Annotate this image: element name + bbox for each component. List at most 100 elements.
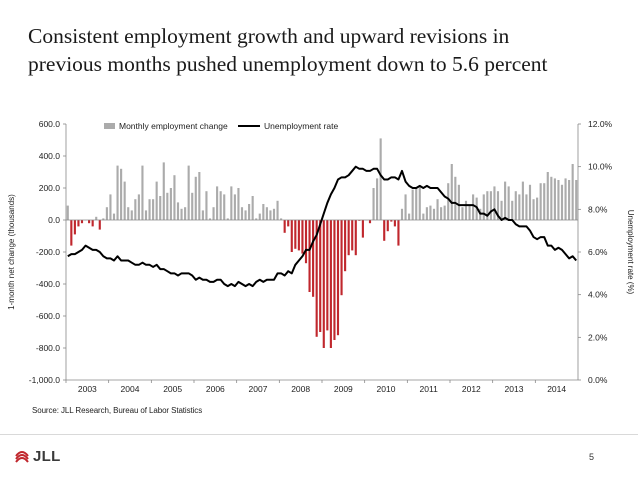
x-tick-label: 2003 xyxy=(78,384,97,394)
bar-68 xyxy=(304,220,308,264)
bar-137 xyxy=(550,176,553,220)
bar-41 xyxy=(208,218,212,220)
bar-34 xyxy=(184,207,187,220)
bar-14 xyxy=(112,213,116,220)
bar-37 xyxy=(194,176,197,220)
bar-54 xyxy=(255,218,258,220)
right-tick-label: 2.0% xyxy=(588,332,608,342)
x-tick-label: 2006 xyxy=(206,384,225,394)
bar-12 xyxy=(105,207,108,220)
bar-112 xyxy=(461,207,464,220)
bar-27 xyxy=(159,196,162,220)
bar-53 xyxy=(251,196,254,220)
bar-43 xyxy=(216,186,219,220)
bar-3 xyxy=(73,220,76,235)
bar-56 xyxy=(262,204,265,220)
left-tick-label: 200.0 xyxy=(39,183,61,193)
bar-9 xyxy=(95,216,98,220)
bar-11 xyxy=(102,218,105,220)
bar-106 xyxy=(440,207,443,220)
bar-48 xyxy=(233,194,236,220)
bar-72 xyxy=(319,220,322,332)
left-tick-label: -600.0 xyxy=(36,311,60,321)
right-tick-label: 6.0% xyxy=(588,247,608,257)
bar-97 xyxy=(408,213,411,220)
bar-81 xyxy=(351,220,354,251)
unemployment-rate-line xyxy=(67,165,577,288)
logo-text: JLL xyxy=(33,447,61,465)
bar-47 xyxy=(230,186,233,220)
x-tick-label: 2007 xyxy=(249,384,268,394)
bar-26 xyxy=(155,181,158,220)
bar-33 xyxy=(180,208,183,220)
bar-101 xyxy=(422,213,425,220)
bar-62 xyxy=(283,220,286,233)
bar-95 xyxy=(400,208,404,220)
bar-133 xyxy=(536,197,539,220)
bar-144 xyxy=(575,180,578,220)
x-tick-label: 2012 xyxy=(462,384,481,394)
legend-bar-label: Monthly employment change xyxy=(119,121,228,131)
bar-122 xyxy=(496,191,500,220)
bar-57 xyxy=(265,207,268,220)
bar-20 xyxy=(134,199,137,220)
bar-76 xyxy=(333,220,336,340)
bar-series xyxy=(66,138,578,348)
left-tick-label: 400.0 xyxy=(39,151,61,161)
bar-2 xyxy=(70,220,73,246)
bar-90 xyxy=(383,220,386,241)
bar-65 xyxy=(294,220,297,249)
bar-80 xyxy=(347,220,350,256)
bar-10 xyxy=(98,220,101,230)
bar-70 xyxy=(312,220,315,297)
bar-13 xyxy=(109,194,112,220)
bar-25 xyxy=(152,199,155,220)
bar-39 xyxy=(201,210,204,220)
bar-120 xyxy=(489,191,492,220)
bar-77 xyxy=(336,220,340,336)
bar-60 xyxy=(276,200,279,220)
bar-40 xyxy=(205,191,208,220)
bar-92 xyxy=(390,220,393,222)
bar-19 xyxy=(130,210,133,220)
bar-51 xyxy=(244,210,247,220)
bar-8 xyxy=(91,220,94,227)
bar-5 xyxy=(80,220,84,224)
bar-16 xyxy=(120,168,123,220)
bar-42 xyxy=(212,207,215,220)
x-tick-label: 2009 xyxy=(334,384,353,394)
x-tick-label: 2011 xyxy=(420,384,439,394)
bar-28 xyxy=(162,162,165,220)
x-tick-label: 2004 xyxy=(121,384,140,394)
bar-109 xyxy=(450,164,453,220)
left-tick-label: -200.0 xyxy=(36,247,60,257)
bar-74 xyxy=(326,220,329,331)
bar-132 xyxy=(532,199,535,220)
bar-21 xyxy=(137,194,140,220)
right-tick-label: 10.0% xyxy=(588,162,613,172)
bar-38 xyxy=(198,172,201,220)
bar-15 xyxy=(116,165,119,220)
left-axis-title: 1-month net change (thousands) xyxy=(7,194,16,310)
bar-119 xyxy=(486,191,489,220)
bar-86 xyxy=(368,220,372,224)
bar-63 xyxy=(287,220,290,227)
bar-36 xyxy=(191,192,194,220)
bar-93 xyxy=(393,220,396,227)
bar-52 xyxy=(248,204,251,220)
bar-141 xyxy=(564,178,567,220)
right-axis-title: Unemployment rate (%) xyxy=(626,210,635,295)
left-tick-label: 600.0 xyxy=(39,119,61,129)
bar-58 xyxy=(269,210,272,220)
bar-31 xyxy=(173,175,176,220)
slide-title-line-2: previous months pushed unemployment down… xyxy=(28,52,548,76)
bar-87 xyxy=(372,188,375,220)
right-tick-label: 8.0% xyxy=(588,204,608,214)
bar-84 xyxy=(361,220,364,238)
bar-64 xyxy=(290,220,293,252)
bar-23 xyxy=(144,210,148,220)
bar-110 xyxy=(454,176,457,220)
bar-1 xyxy=(66,205,69,220)
bar-114 xyxy=(468,205,471,220)
bar-32 xyxy=(176,202,180,220)
